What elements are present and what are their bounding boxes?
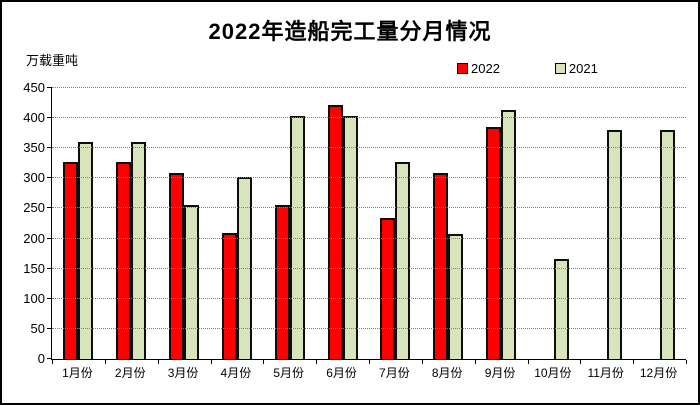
chart-title: 2022年造船完工量分月情况: [208, 19, 492, 44]
bar-2022-month-7: [380, 218, 396, 359]
y-axis-label-300: 300: [23, 170, 45, 186]
legend-swatch-2022-icon: [457, 63, 468, 74]
gridline-250: [52, 207, 686, 209]
bar-2022-month-5: [274, 204, 290, 359]
bar-group-month-4: [210, 88, 263, 359]
bar-2021-month-2: [131, 141, 147, 359]
x-axis-tick: [210, 360, 212, 364]
x-axis-tick: [52, 360, 53, 364]
bar-2021-month-3: [184, 205, 200, 359]
bar-2021-month-9: [501, 109, 517, 359]
x-axis-label-10: 10月份: [534, 366, 572, 380]
bar-group-month-7: [369, 88, 422, 359]
bar-group-month-8: [422, 88, 475, 359]
y-axis-tick-400: [47, 117, 52, 119]
bar-group-month-3: [158, 88, 211, 359]
bar-2022-month-9: [486, 126, 502, 359]
y-axis-label-150: 150: [23, 260, 45, 276]
gridline-350: [52, 147, 686, 149]
legend-item-2021: 2021: [554, 61, 598, 76]
y-axis-tick-150: [47, 267, 52, 269]
gridline-400: [52, 117, 686, 119]
gridline-100: [52, 297, 686, 299]
x-axis-tick: [316, 360, 318, 364]
gridline-450: [52, 87, 686, 88]
x-axis-label-12: 12月份: [639, 366, 678, 380]
bar-2021-month-10: [553, 259, 569, 359]
plot-area: 0 50 100 150 200 250 300 350 400 450: [23, 81, 687, 366]
bar-2021-month-7: [395, 162, 411, 359]
bar-2022-month-1: [63, 162, 79, 359]
x-axis-tick: [369, 360, 370, 364]
x-axis-label-1: 1月份: [62, 366, 93, 380]
y-axis-tick-200: [47, 237, 52, 239]
bars-container: [52, 88, 686, 359]
x-axis-tick: [474, 360, 476, 364]
legend-item-2022: 2022: [457, 61, 500, 76]
y-axis-label-0: 0: [37, 351, 45, 366]
x-axis-tick: [421, 360, 423, 364]
x-axis-label-5: 5月份: [273, 366, 305, 380]
bar-2021-month-11: [606, 129, 622, 359]
y-axis-label-200: 200: [23, 230, 45, 246]
bar-group-month-10: [527, 88, 580, 359]
x-axis-label-8: 8月份: [431, 366, 463, 380]
y-axis-label-350: 350: [23, 140, 45, 156]
bar-group-month-5: [263, 88, 316, 359]
x-axis-tick: [580, 360, 582, 364]
x-axis-label-7: 7月份: [379, 366, 410, 380]
x-axis-tick: [686, 360, 687, 364]
y-axis-tick-0: [47, 358, 52, 359]
bar-2022-month-8: [433, 172, 449, 359]
x-axis-label-9: 9月份: [484, 366, 516, 380]
y-axis-tick-100: [47, 297, 52, 299]
gridline-300: [52, 177, 686, 179]
bar-2021-month-1: [78, 141, 94, 359]
x-axis-tick: [633, 360, 635, 364]
bar-2022-month-3: [169, 172, 185, 359]
bar-2022-month-6: [327, 105, 343, 359]
legend: 2022 2021: [457, 61, 598, 76]
gridline-50: [52, 327, 686, 329]
bar-group-month-2: [105, 88, 158, 359]
x-axis-label-2: 2月份: [114, 366, 146, 380]
x-axis-tick: [104, 360, 106, 364]
legend-label-2022: 2022: [471, 61, 500, 76]
bar-group-month-12: [633, 88, 686, 359]
x-axis-tick: [157, 360, 159, 364]
legend-label-2021: 2021: [568, 61, 598, 76]
x-axis-label-4: 4月份: [220, 366, 252, 380]
bar-group-month-6: [316, 88, 369, 359]
bar-group-month-1: [52, 88, 105, 359]
y-axis-label-100: 100: [23, 290, 45, 306]
y-axis-tick-350: [47, 147, 52, 149]
y-axis-label-250: 250: [23, 200, 45, 216]
y-axis-tick-450: [47, 87, 52, 88]
y-axis-tick-300: [47, 177, 52, 179]
x-axis-tick: [263, 360, 265, 364]
y-axis-tick-250: [47, 207, 52, 209]
x-axis-tick: [527, 360, 529, 364]
bar-2022-month-4: [221, 232, 237, 359]
y-axis-tick-50: [47, 327, 52, 329]
bar-2022-month-2: [116, 162, 132, 359]
x-axis-label-6: 6月份: [326, 366, 357, 380]
bar-2021-month-8: [448, 234, 464, 359]
gridline-150: [52, 267, 686, 269]
x-axis-labels: 1月份 2月份 3月份 4月份 5月份 6月份 7月份 8月份 9月份 10月份 11月份 12月份: [51, 364, 685, 381]
legend-swatch-2021-icon: [554, 63, 566, 74]
y-axis-label-50: 50: [30, 320, 45, 336]
y-axis-label-450: 450: [23, 80, 45, 95]
gridline-200: [52, 237, 686, 239]
y-axis-unit-label: 万载重吨: [26, 53, 79, 68]
bar-group-month-9: [475, 88, 528, 359]
bar-group-month-11: [580, 88, 633, 359]
x-axis-label-3: 3月份: [167, 366, 199, 380]
y-axis-label-400: 400: [23, 110, 45, 126]
bar-2021-month-12: [659, 129, 675, 359]
x-axis-label-11: 11月份: [587, 366, 624, 380]
